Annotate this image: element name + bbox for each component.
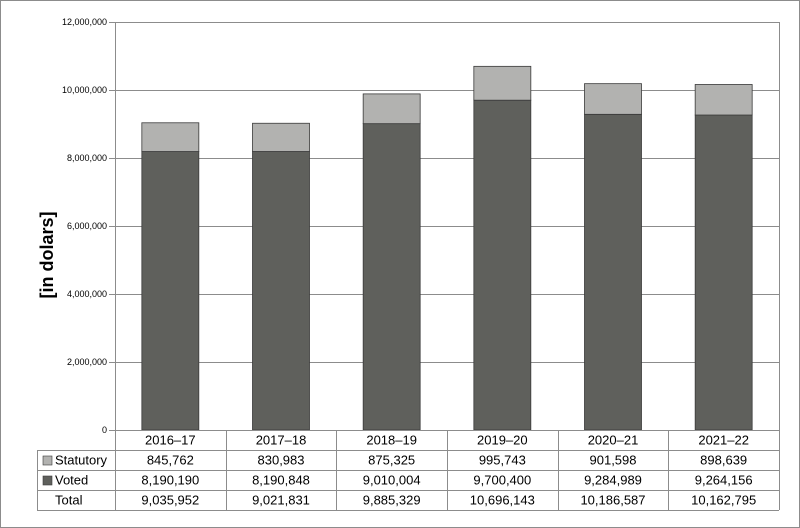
bar-voted bbox=[252, 151, 310, 431]
bar-statutory bbox=[141, 122, 200, 152]
x-tick-label: 2019–20 bbox=[477, 432, 528, 447]
bar-statutory bbox=[362, 93, 421, 125]
table-cell-voted: 9,264,156 bbox=[695, 472, 753, 487]
table-cell-total: 9,021,831 bbox=[252, 492, 310, 507]
table-cell-voted: 9,010,004 bbox=[363, 472, 421, 487]
table-cell-statutory: 995,743 bbox=[479, 452, 526, 467]
x-tick-label: 2016–17 bbox=[145, 432, 196, 447]
bar-statutory bbox=[473, 65, 532, 101]
table-cell-total: 10,162,795 bbox=[691, 492, 756, 507]
table-cell-statutory: 845,762 bbox=[147, 452, 194, 467]
bar-voted bbox=[362, 123, 421, 431]
bar-statutory bbox=[694, 84, 753, 116]
y-axis-label: [in dolars] bbox=[37, 211, 57, 298]
table-cell-statutory: 898,639 bbox=[700, 452, 747, 467]
x-tick-label: 2017–18 bbox=[256, 432, 307, 447]
table-cell-voted: 9,284,989 bbox=[584, 472, 642, 487]
table-cell-total: 10,696,143 bbox=[470, 492, 535, 507]
y-tick-label: 4,000,000 bbox=[67, 289, 107, 299]
y-tick-label: 8,000,000 bbox=[67, 153, 107, 163]
bar-voted bbox=[473, 99, 532, 431]
x-tick-label: 2020–21 bbox=[588, 432, 639, 447]
row-label-voted: Voted bbox=[55, 472, 88, 487]
table-cell-statutory: 901,598 bbox=[590, 452, 637, 467]
table-cell-voted: 8,190,848 bbox=[252, 472, 310, 487]
y-tick-label: 6,000,000 bbox=[67, 221, 107, 231]
bar-voted bbox=[141, 151, 200, 431]
table-cell-statutory: 875,325 bbox=[368, 452, 415, 467]
table-cell-voted: 9,700,400 bbox=[473, 472, 531, 487]
legend-swatch-statutory bbox=[42, 455, 53, 466]
table-cell-total: 9,035,952 bbox=[141, 492, 199, 507]
row-label-total: Total bbox=[55, 492, 83, 507]
y-tick-label: 12,000,000 bbox=[62, 17, 107, 27]
x-tick-label: 2018–19 bbox=[366, 432, 417, 447]
y-tick-label: 0 bbox=[102, 425, 107, 435]
x-tick-label: 2021–22 bbox=[698, 432, 749, 447]
table-cell-total: 10,186,587 bbox=[580, 492, 645, 507]
bar-voted bbox=[584, 113, 642, 431]
data-table: 2016–17 2017–18 2018–19 2019–20 2020–21 2021–… bbox=[37, 430, 780, 511]
legend-swatch-voted bbox=[42, 475, 53, 486]
bars bbox=[141, 65, 753, 431]
y-axis-ticks: 0 2,000,000 4,000,000 6,000,000 8,000,000 10,… bbox=[62, 17, 107, 435]
bar-statutory bbox=[252, 122, 310, 152]
row-label-statutory: Statutory bbox=[55, 452, 108, 467]
table-cell-statutory: 830,983 bbox=[258, 452, 305, 467]
y-tick-label: 10,000,000 bbox=[62, 85, 107, 95]
table-cell-total: 9,885,329 bbox=[363, 492, 421, 507]
y-tick-label: 2,000,000 bbox=[67, 357, 107, 367]
bar-statutory bbox=[584, 83, 642, 115]
table-cell-voted: 8,190,190 bbox=[141, 472, 199, 487]
bar-voted bbox=[694, 114, 753, 431]
